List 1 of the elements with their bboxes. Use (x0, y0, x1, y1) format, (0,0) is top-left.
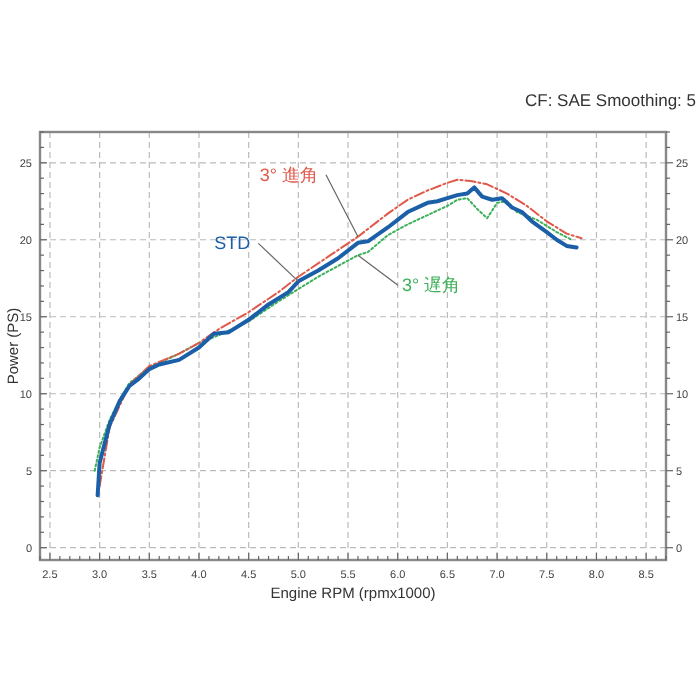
text: CF: SAE Smoothing: 5 (524, 90, 697, 110)
